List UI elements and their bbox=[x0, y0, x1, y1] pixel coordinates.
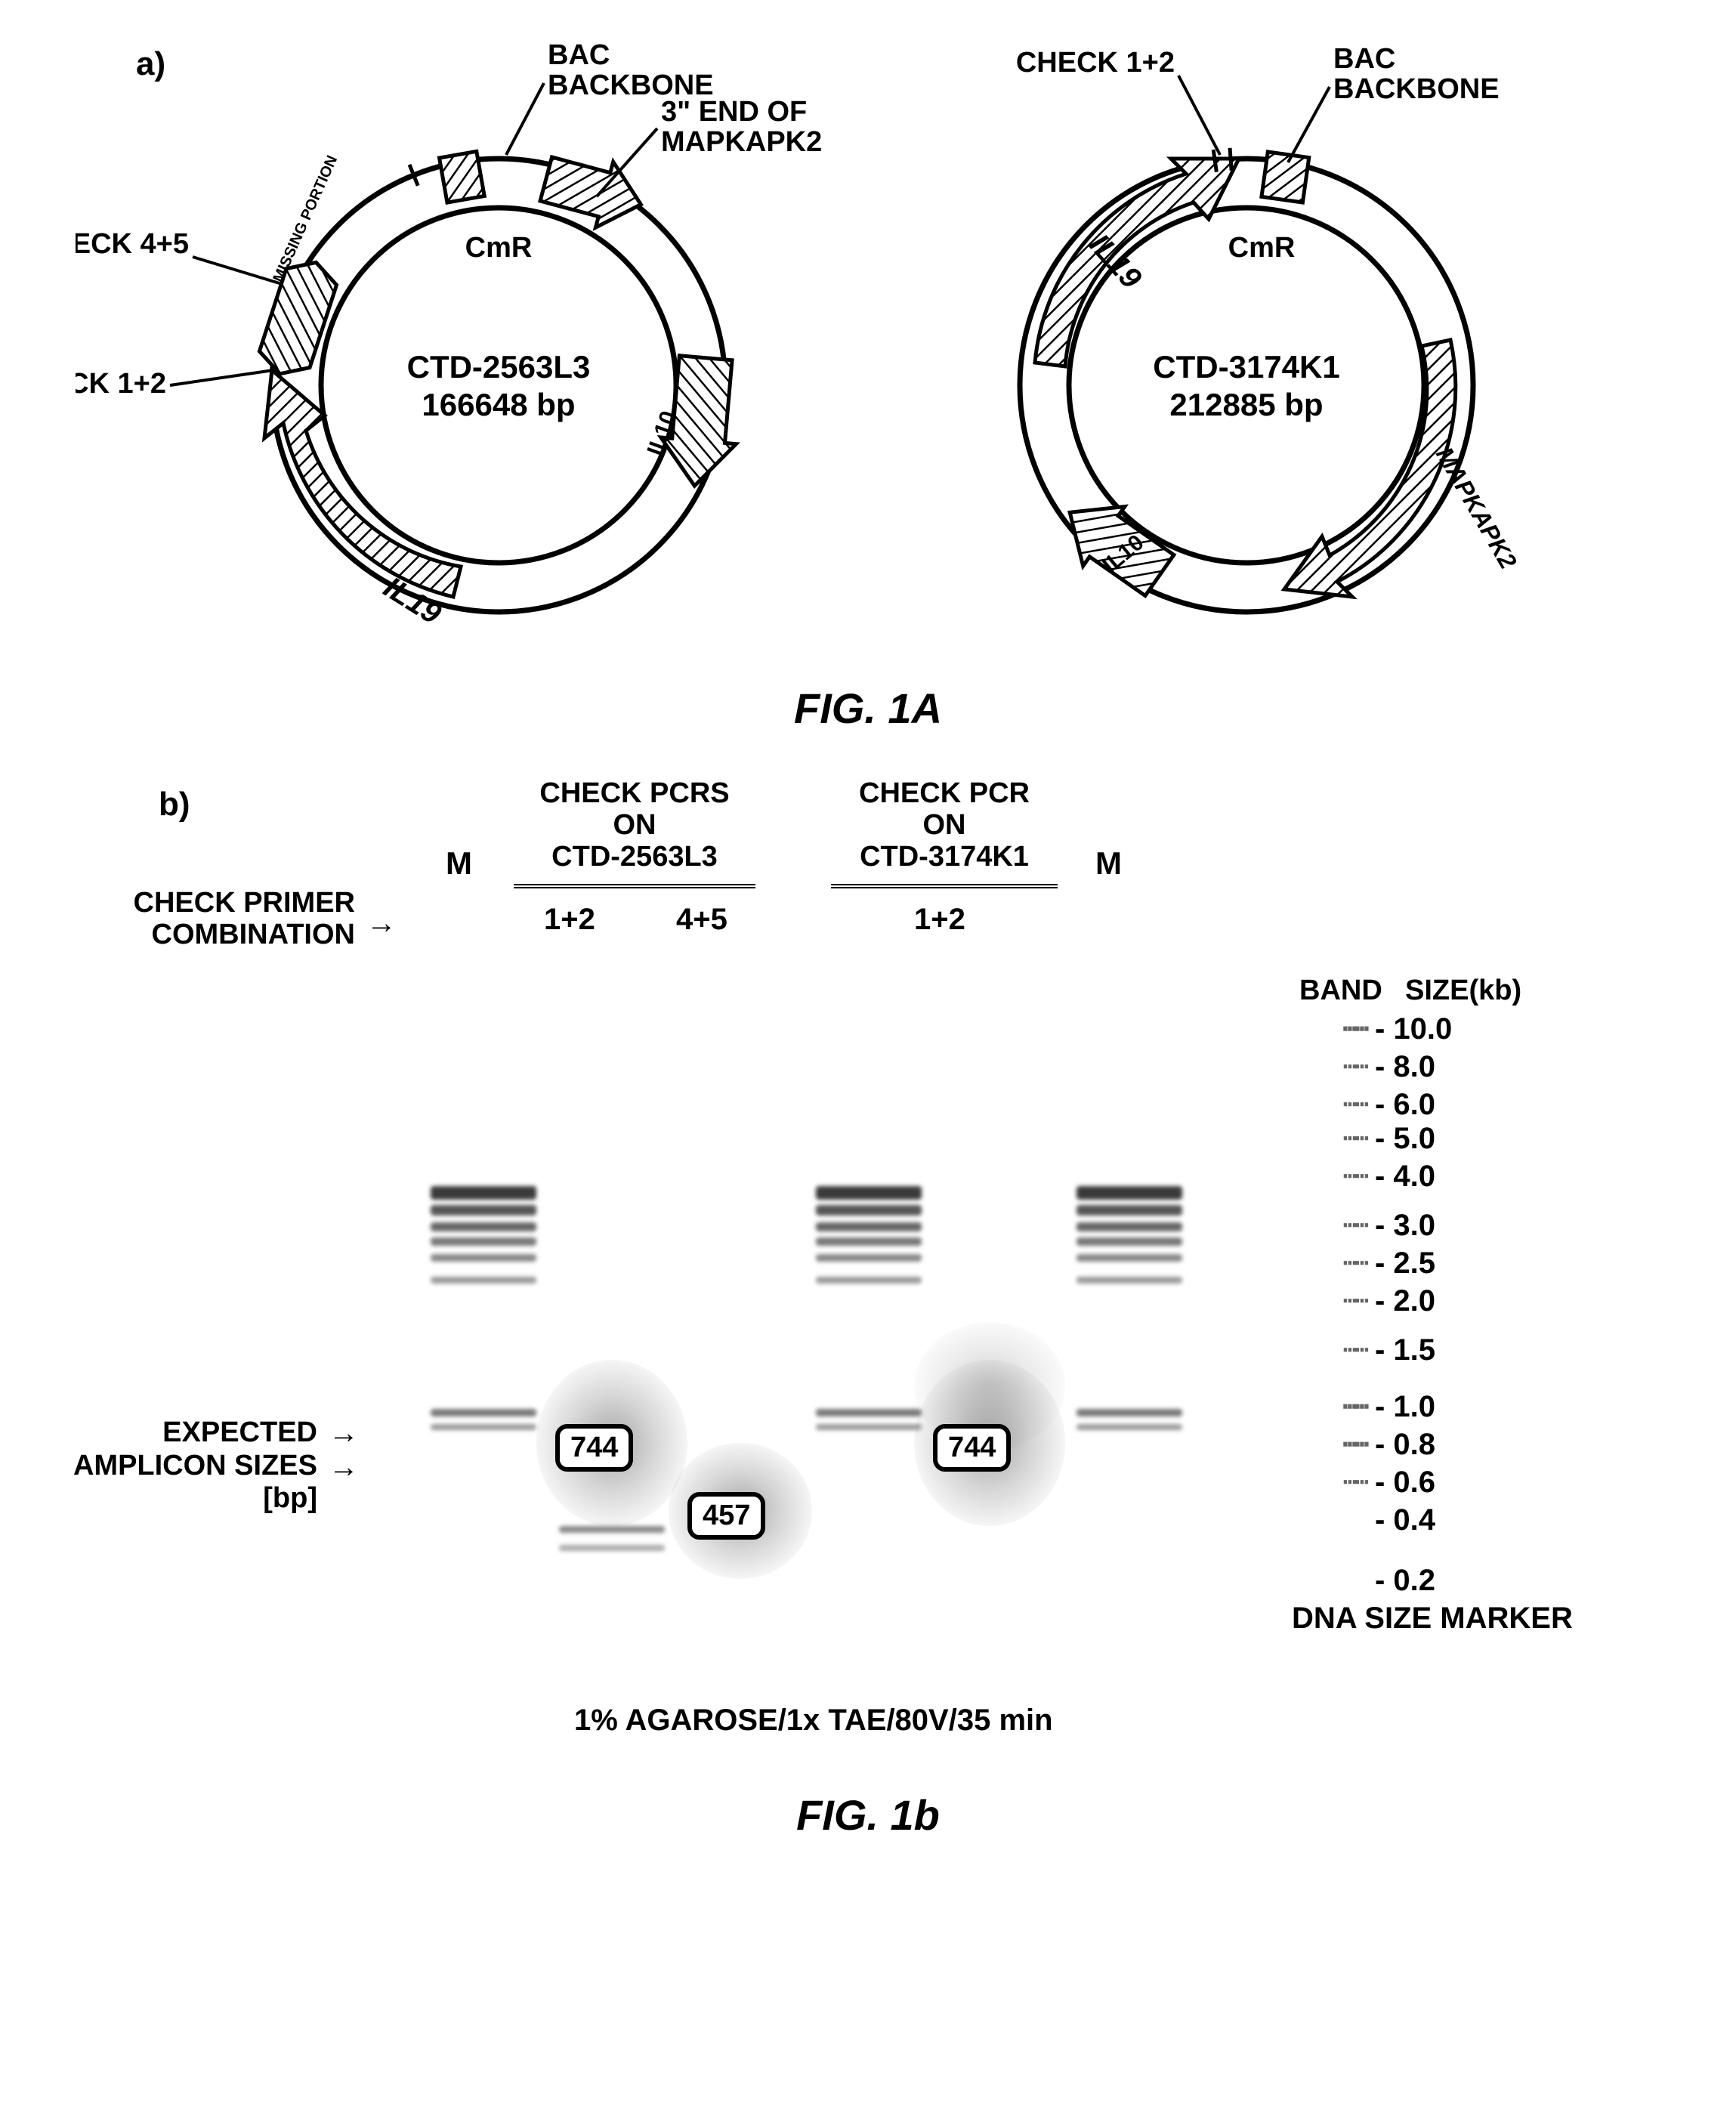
gel-image: 744 457 744 bbox=[332, 997, 1239, 1677]
cmr-label: CmR bbox=[465, 232, 533, 264]
gel-conditions: 1% AGAROSE/1x TAE/80V/35 min bbox=[574, 1704, 1053, 1738]
ladder-row: ┅┅- 6.0 bbox=[1299, 1088, 1435, 1122]
arrow-icon: → bbox=[366, 907, 397, 941]
combo-12-left: 1+2 bbox=[544, 903, 595, 936]
svg-text:CHECK 1+2: CHECK 1+2 bbox=[1016, 47, 1175, 79]
band-header: BAND bbox=[1299, 975, 1382, 1007]
plasmid-right: CTD-3174K1 212885 bp CmR IL19 MAPKAPK2 I… bbox=[876, 30, 1647, 680]
amplicon-744-right: 744 bbox=[933, 1424, 1011, 1472]
amplicon-457: 457 bbox=[687, 1492, 765, 1540]
marker-right: M bbox=[1095, 846, 1122, 881]
underline-left bbox=[514, 884, 755, 888]
panel-b: b) CHECK PCRSONCTD-2563L3 CHECK PCRONCTD… bbox=[30, 771, 1706, 1904]
svg-text:CHECK 4+5: CHECK 4+5 bbox=[76, 228, 189, 260]
fig-1a-caption: FIG. 1A bbox=[30, 684, 1706, 733]
ladder-row: ┅┅- 0.6 bbox=[1299, 1466, 1435, 1500]
amplicon-744-left: 744 bbox=[555, 1424, 633, 1472]
dna-marker-label: DNA SIZE MARKER bbox=[1292, 1602, 1573, 1636]
svg-text:3" END OF: 3" END OF bbox=[661, 96, 807, 128]
ladder-row: ┅┅- 2.0 bbox=[1299, 1284, 1435, 1318]
lane-marker-left bbox=[431, 997, 536, 1677]
svg-text:CHECK 1+2: CHECK 1+2 bbox=[76, 368, 166, 400]
lane-12-2563 bbox=[559, 997, 665, 1677]
ladder-row: - 0.2 bbox=[1299, 1564, 1435, 1598]
plasmid-left: CTD-2563L3 166648 bp CmR bbox=[76, 30, 861, 680]
ladder-row: ┅┅- 0.8 bbox=[1299, 1428, 1435, 1462]
dna-ladder: BAND SIZE(kb) ┅┅- 10.0┅┅- 8.0┅┅- 6.0┅┅- … bbox=[1299, 975, 1677, 1692]
primer-combo-label: CHECK PRIMERCOMBINATION bbox=[91, 888, 355, 951]
ladder-row: ┅┅- 1.0 bbox=[1299, 1390, 1435, 1424]
lane-marker-right bbox=[1077, 997, 1182, 1677]
ladder-row: - 0.4 bbox=[1299, 1503, 1435, 1537]
combo-12-right: 1+2 bbox=[914, 903, 965, 936]
svg-text:MAPKAPK2: MAPKAPK2 bbox=[1431, 443, 1522, 574]
svg-text:212885 bp: 212885 bp bbox=[1169, 387, 1323, 422]
svg-text:BACKBONE: BACKBONE bbox=[1333, 73, 1500, 105]
svg-text:CmR: CmR bbox=[1228, 232, 1296, 264]
ladder-row: ┅┅- 2.5 bbox=[1299, 1247, 1435, 1281]
ladder-row: ┅┅- 10.0 bbox=[1299, 1012, 1452, 1046]
ladder-row: ┅┅- 1.5 bbox=[1299, 1333, 1435, 1367]
lane-45-2563 bbox=[687, 997, 793, 1677]
fig-1b-caption: FIG. 1b bbox=[30, 1790, 1706, 1840]
ladder-row: ┅┅- 5.0 bbox=[1299, 1122, 1435, 1156]
ladder-row: ┅┅- 3.0 bbox=[1299, 1209, 1435, 1243]
svg-text:MAPKAPK2: MAPKAPK2 bbox=[661, 126, 822, 158]
underline-right bbox=[831, 884, 1058, 888]
combo-45: 4+5 bbox=[676, 903, 727, 936]
expected-amplicon-label: EXPECTEDAMPLICON SIZES [bp] bbox=[15, 1416, 317, 1515]
lane-12-3174 bbox=[937, 997, 1043, 1677]
plasmid-left-name: CTD-2563L3 bbox=[407, 349, 591, 385]
marker-left: M bbox=[446, 846, 472, 881]
svg-text:BAC: BAC bbox=[548, 39, 610, 71]
panel-a: a) CTD-2563L3 166648 bp CmR bbox=[30, 30, 1706, 710]
svg-text:BAC: BAC bbox=[1333, 43, 1395, 75]
svg-text:CTD-3174K1: CTD-3174K1 bbox=[1153, 349, 1339, 385]
pcr-right-label: CHECK PCRONCTD-3174K1 bbox=[839, 778, 1050, 873]
ladder-row: ┅┅- 8.0 bbox=[1299, 1050, 1435, 1084]
lane-marker-mid bbox=[816, 997, 922, 1677]
pcr-left-label: CHECK PCRSONCTD-2563L3 bbox=[521, 778, 748, 873]
ladder-row: ┅┅- 4.0 bbox=[1299, 1160, 1435, 1194]
plasmid-left-size: 166648 bp bbox=[422, 387, 575, 422]
arrow-icon-2: → bbox=[329, 1416, 359, 1450]
gel-header: CHECK PCRSONCTD-2563L3 CHECK PCRONCTD-31… bbox=[30, 771, 1706, 967]
arrow-icon-3: → bbox=[329, 1450, 359, 1484]
size-header: SIZE(kb) bbox=[1405, 975, 1521, 1007]
